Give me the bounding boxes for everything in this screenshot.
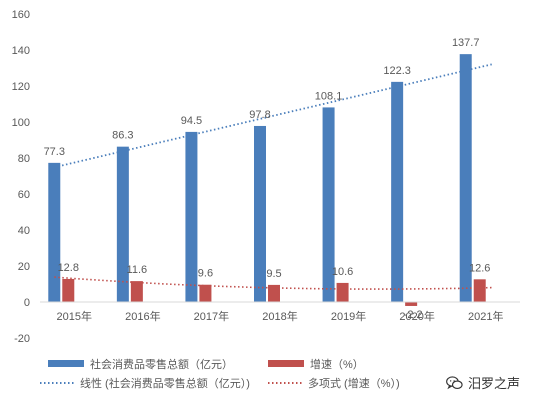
legend: 社会消费品零售总额（亿元） 增速（%） 线性 (社会消费品零售总额（亿元）) 多项式 … [40, 357, 400, 390]
legend-label-polynomial-trend: 多项式 (增速（%）) [308, 376, 400, 390]
x-tick-label: 2019年 [331, 309, 366, 323]
data-label-growth-rate: 10.6 [332, 266, 353, 278]
x-tick-label: 2015年 [57, 309, 92, 323]
watermark: 汨罗之声 [446, 373, 520, 392]
bar-retail-sales [185, 131, 198, 302]
data-label-growth-rate: -2.2 [404, 309, 423, 321]
data-label-growth-rate: 12.8 [58, 262, 79, 274]
y-tick-label: 120 [12, 81, 30, 93]
bar-retail-sales [391, 81, 404, 302]
trendline-polynomial [54, 276, 492, 290]
data-label-retail-sales: 108.1 [315, 90, 343, 102]
x-tick-label: 2020年 [399, 309, 434, 323]
y-tick-label: 20 [18, 261, 30, 273]
data-label-growth-rate: 9.6 [198, 268, 213, 280]
trendlines [54, 63, 492, 290]
data-label-growth-rate: 11.6 [127, 264, 148, 276]
bar-retail-sales [322, 107, 335, 302]
y-tick-label: 140 [12, 45, 30, 57]
x-tick-label: 2021年 [468, 309, 503, 323]
bar-growth-rate [405, 302, 418, 306]
bar-retail-sales [459, 54, 472, 302]
legend-label-growth-rate: 增速（%） [310, 357, 364, 371]
bar-growth-rate [473, 279, 486, 302]
bar-growth-rate [336, 282, 349, 302]
y-tick-label: 80 [18, 153, 30, 165]
y-tick-label: 160 [12, 9, 30, 21]
data-label-retail-sales: 137.7 [452, 37, 480, 49]
bar-retail-sales [254, 125, 266, 303]
legend-swatch-retail-sales [48, 360, 84, 367]
trendline-linear [54, 63, 492, 169]
bar-growth-rate [268, 284, 280, 302]
x-tick-label: 2016年 [125, 309, 160, 323]
y-tick-label: 60 [18, 189, 30, 201]
data-labels: 77.3 12.8 86.3 11.6 94.5 9.6 97.8 9.5 108.1 10.6 1… [44, 37, 491, 321]
data-label-retail-sales: 97.8 [249, 109, 270, 121]
bar-growth-rate [62, 278, 75, 302]
data-label-retail-sales: 94.5 [181, 115, 202, 127]
y-tick-label: 100 [12, 117, 30, 129]
bars [48, 54, 486, 306]
bar-growth-rate [199, 284, 212, 302]
data-label-growth-rate: 9.5 [266, 268, 281, 280]
bar-retail-sales [48, 162, 61, 302]
data-label-retail-sales: 122.3 [383, 65, 411, 77]
data-label-retail-sales: 86.3 [112, 130, 133, 142]
y-axis: -20 0 20 40 60 80 100 120 140 160 [12, 9, 30, 345]
data-label-growth-rate: 12.6 [469, 262, 490, 274]
watermark-text: 汨罗之声 [467, 377, 520, 392]
y-tick-label: 40 [18, 225, 30, 237]
legend-swatch-growth-rate [268, 360, 304, 367]
x-tick-label: 2018年 [262, 309, 297, 323]
y-tick-label: -20 [14, 333, 30, 345]
bar-growth-rate [130, 281, 143, 302]
x-axis: 2015年 2016年 2017年 2018年 2019年 2020年 2021年 [40, 301, 520, 323]
bar-retail-sales [116, 146, 129, 302]
x-tick-label: 2017年 [194, 309, 229, 323]
wechat-icon [446, 375, 463, 389]
y-tick-label: 0 [24, 297, 30, 309]
legend-label-linear-trend: 线性 (社会消费品零售总额（亿元）) [80, 376, 250, 390]
legend-label-retail-sales: 社会消费品零售总额（亿元） [90, 357, 233, 371]
data-label-retail-sales: 77.3 [44, 146, 65, 158]
